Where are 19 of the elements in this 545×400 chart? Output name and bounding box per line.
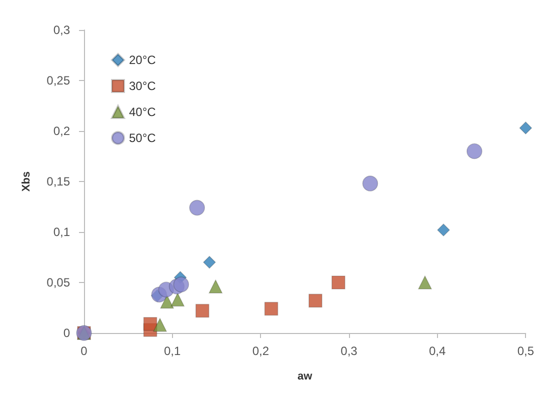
y-tick-label: 0,25 [46,74,70,88]
x-tick-label: 0 [80,344,88,358]
y-tick-label: 0,15 [46,174,70,188]
legend-label: 50°C [129,131,156,145]
x-tick-label: 0,3 [340,344,358,358]
y-tick-label: 0,2 [53,124,70,138]
legend-label: 40°C [129,105,156,119]
x-tick-label: 0,5 [517,344,534,358]
x-tick-label: 0,1 [164,344,181,358]
legend-label: 20°C [129,53,156,67]
y-tick-label: 0 [63,326,70,340]
legend-label: 30°C [129,79,156,93]
x-tick-label: 0,2 [252,344,270,358]
x-tick-label: 0,4 [428,344,446,358]
y-tick-label: 0,05 [46,276,70,290]
y-tick-label: 0,3 [53,23,70,37]
y-tick-label: 0,1 [53,225,70,239]
x-axis-title: aw [297,370,313,382]
y-axis-title: Xbs [20,171,32,192]
